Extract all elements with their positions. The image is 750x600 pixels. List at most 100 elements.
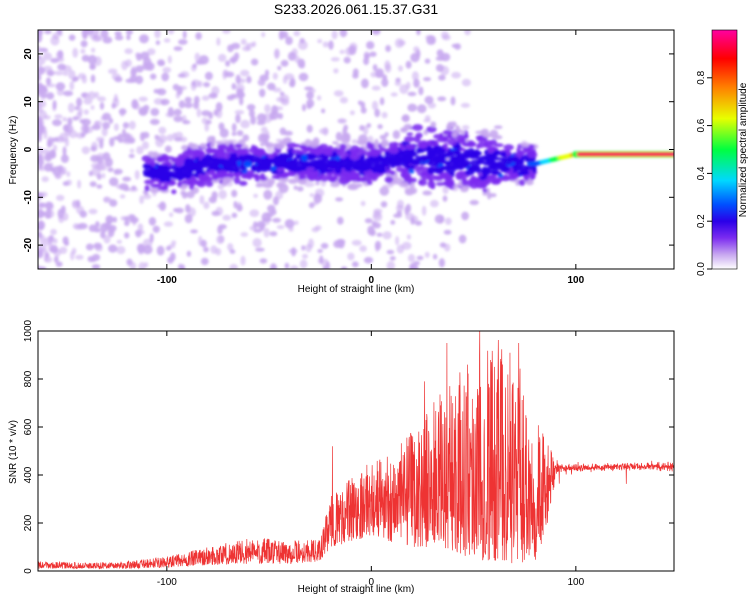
heatmap-cell [38, 47, 49, 53]
heatmap-cell [231, 131, 237, 136]
heatmap-cell [261, 157, 270, 164]
heatmap-cell [190, 151, 197, 159]
heatmap-cell [384, 63, 392, 73]
heatmap-cell [58, 31, 63, 37]
heatmap-cell [205, 119, 212, 125]
heatmap-cell [340, 266, 348, 269]
heatmap-cell [299, 259, 308, 269]
heatmap-cell [351, 161, 361, 165]
heatmap-cell [395, 236, 400, 246]
heatmap-cell [442, 130, 453, 135]
heatmap-cell [278, 179, 284, 188]
heatmap-cell [284, 219, 295, 229]
heatmap-cell [60, 154, 69, 163]
heatmap-cell [242, 172, 249, 179]
heatmap-cell [124, 220, 130, 227]
heatmap-cell [272, 72, 278, 80]
heatmap-cell [461, 78, 471, 87]
heatmap-cell [97, 96, 106, 102]
heatmap-cell [366, 180, 373, 186]
heatmap-cell [337, 216, 344, 225]
heatmap-cell [462, 125, 470, 130]
heatmap-cell [76, 199, 81, 208]
heatmap-cell [381, 141, 388, 145]
heatmap-cell [372, 172, 381, 178]
heatmap-cell [140, 51, 150, 60]
heatmap-cell [422, 190, 433, 196]
heatmap-cell [62, 117, 68, 122]
heatmap-cell [497, 174, 504, 178]
heatmap-cell [135, 230, 142, 238]
heatmap-cell [397, 199, 404, 209]
heatmap-x-tick-label: -100 [157, 275, 177, 286]
heatmap-cell [492, 171, 502, 175]
heatmap-cell [246, 75, 252, 84]
heatmap-cell [187, 207, 196, 217]
heatmap-cell [44, 155, 52, 162]
heatmap-x-tick-label: 100 [567, 275, 584, 286]
heatmap-cell [59, 246, 68, 254]
heatmap-cell [447, 138, 458, 146]
heatmap-cell [369, 51, 377, 57]
heatmap-cell [231, 152, 238, 160]
heatmap-cell [54, 70, 64, 76]
heatmap-cell [308, 238, 314, 249]
heatmap-cell [332, 141, 339, 145]
heatmap-cell [229, 57, 238, 63]
heatmap-cell [173, 115, 183, 123]
heatmap-cell [76, 132, 85, 139]
heatmap-cell [271, 174, 281, 180]
heatmap-cell [515, 180, 520, 186]
heatmap-cell [180, 191, 187, 195]
heatmap-cell [416, 255, 424, 261]
heatmap-cell [315, 145, 324, 154]
heatmap-cell [407, 254, 416, 263]
heatmap-cell [41, 148, 51, 155]
heatmap-cell [284, 262, 290, 269]
heatmap-cell [52, 119, 62, 127]
heatmap-cell [390, 92, 398, 97]
heatmap-cell [204, 71, 213, 81]
heatmap-cell [79, 119, 87, 124]
heatmap-cell [156, 245, 165, 256]
heatmap-cell [72, 223, 80, 230]
heatmap-cell [519, 164, 528, 172]
heatmap-cell [280, 171, 291, 177]
heatmap-cell [171, 157, 176, 163]
heatmap-cell [67, 102, 75, 113]
heatmap-cell [104, 221, 111, 230]
heatmap-cell [139, 34, 149, 44]
heatmap-cell [212, 173, 223, 179]
heatmap-cell [387, 157, 395, 162]
heatmap-cell [38, 209, 45, 219]
heatmap-cell [217, 225, 223, 235]
heatmap-cell [216, 235, 225, 245]
heatmap-cell [153, 174, 164, 180]
heatmap-cell [321, 157, 329, 162]
heatmap-cell [438, 74, 446, 81]
heatmap-cell [215, 108, 223, 119]
heatmap-cell [481, 185, 487, 189]
heatmap-cell [61, 65, 72, 73]
heatmap-cell [229, 263, 238, 269]
heatmap-cell [179, 173, 186, 178]
heatmap-cell [99, 138, 104, 149]
heatmap-cell [374, 108, 381, 118]
heatmap-cell [386, 261, 395, 269]
heatmap-cell [386, 249, 395, 255]
heatmap-cell [59, 132, 69, 143]
heatmap-cell [487, 191, 492, 200]
heatmap-cell [320, 174, 329, 182]
heatmap-cell [263, 227, 270, 238]
heatmap-cell [111, 73, 121, 81]
heatmap-cell [189, 143, 199, 150]
heatmap-cell [259, 165, 270, 172]
heatmap-cell [272, 87, 282, 93]
heatmap-cell [493, 150, 502, 156]
heatmap-cell [242, 134, 250, 142]
heatmap-cell [360, 101, 366, 109]
heatmap-cell [467, 165, 478, 173]
heatmap-cell [117, 133, 124, 143]
heatmap-cell [306, 124, 313, 133]
heatmap-cell [293, 160, 299, 164]
